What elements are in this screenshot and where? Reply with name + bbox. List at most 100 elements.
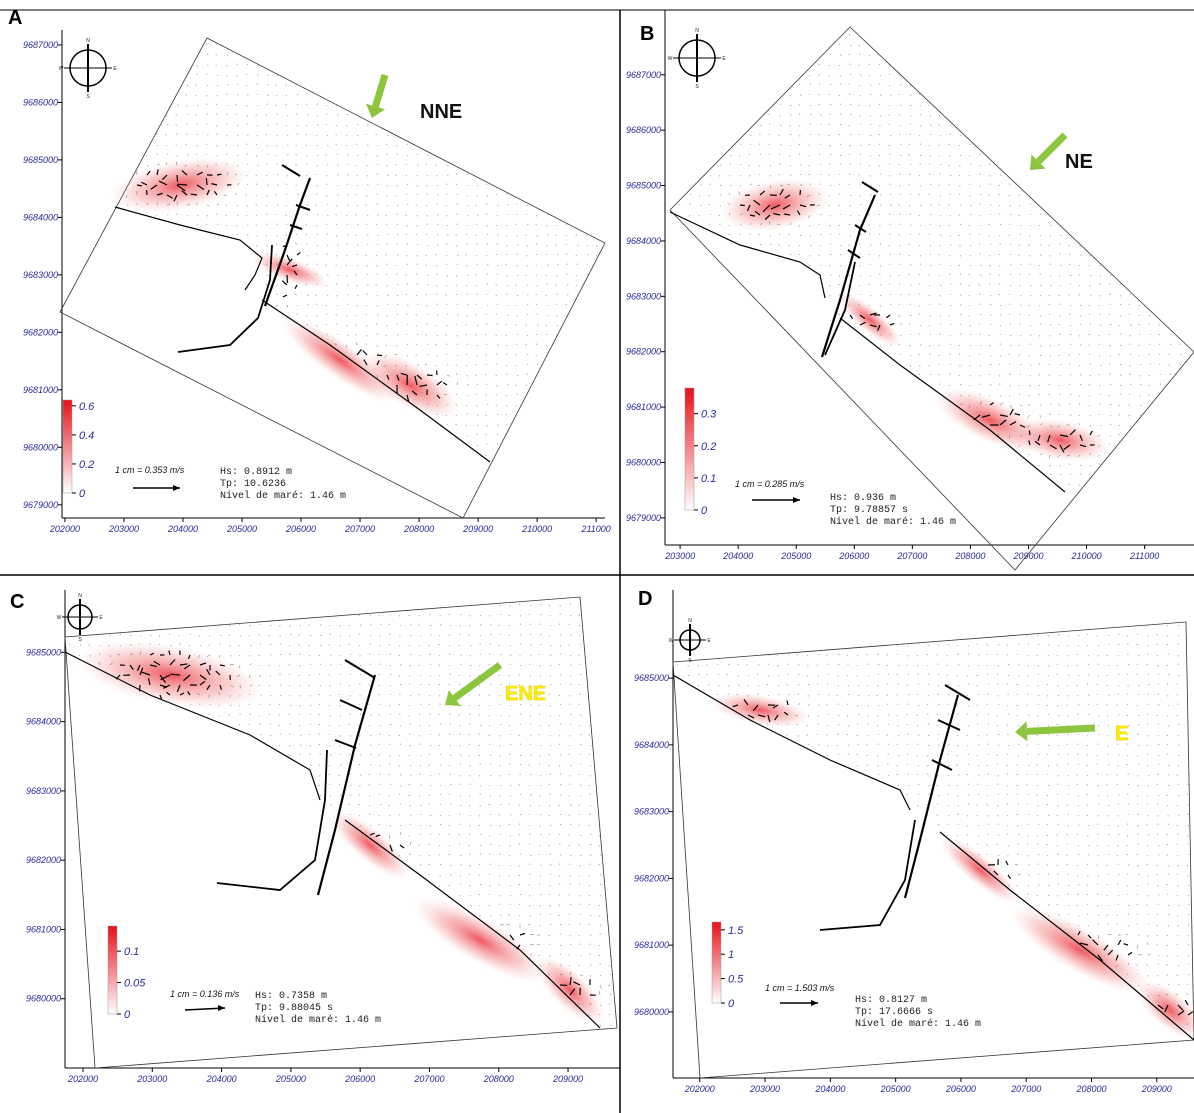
y-tick-label: 9684000 (26, 717, 61, 727)
y-tick-label: 9680000 (626, 457, 661, 467)
x-tick-label: 204000 (722, 551, 753, 561)
wind-label: ENE (505, 683, 546, 705)
panel-label: B (640, 23, 654, 45)
x-tick-label: 206000 (838, 551, 869, 561)
x-tick-label: 205000 (275, 1074, 306, 1084)
y-tick-label: 9679000 (626, 513, 661, 523)
velocity-vector (377, 355, 382, 356)
y-tick-label: 9687000 (626, 70, 661, 80)
x-tick-label: 206000 (945, 1084, 976, 1094)
wave-info: Tp: 10.6236 (220, 479, 286, 490)
wind-label: NNE (420, 101, 462, 123)
colorbar (108, 926, 117, 1014)
x-tick-label: 209000 (552, 1074, 583, 1084)
x-tick-label: 202000 (49, 524, 80, 534)
wave-info: Hs: 0.8127 m (855, 995, 927, 1006)
x-tick-label: 203000 (749, 1084, 780, 1094)
y-tick-label: 9685000 (23, 155, 58, 165)
x-tick-label: 206000 (344, 1074, 375, 1084)
colorbar-label: 0 (79, 488, 86, 500)
velocity-vector (177, 184, 187, 185)
y-tick-label: 9681000 (634, 940, 669, 950)
x-tick-label: 208000 (403, 524, 434, 534)
y-tick-label: 9685000 (626, 181, 661, 191)
x-tick-label: 205000 (226, 524, 257, 534)
x-tick-label: 204000 (167, 524, 198, 534)
velocity-vector (170, 674, 180, 675)
x-tick-label: 207000 (344, 524, 375, 534)
y-tick-label: 9679000 (23, 500, 58, 510)
colorbar (685, 388, 694, 510)
x-tick-label: 205000 (780, 551, 811, 561)
wind-arrow (1027, 728, 1095, 731)
y-tick-label: 9682000 (626, 347, 661, 357)
x-tick-label: 209000 (1012, 551, 1043, 561)
colorbar-label: 0 (701, 505, 708, 517)
scale-label: 1 cm = 0.353 m/s (115, 465, 185, 475)
wave-info: Hs: 0.936 m (830, 493, 896, 504)
colorbar-label: 0.2 (79, 459, 94, 471)
y-tick-label: 9684000 (23, 212, 58, 222)
compass-letter: N (78, 593, 82, 599)
x-tick-label: 208000 (1075, 1084, 1106, 1094)
compass-letter: N (688, 618, 692, 624)
x-tick-label: 207000 (1010, 1084, 1041, 1094)
wave-info: Nível de maré: 1.46 m (220, 490, 346, 502)
wave-info: Tp: 9.88045 s (255, 1003, 333, 1014)
x-tick-label: 205000 (880, 1084, 911, 1094)
x-tick-label: 211000 (580, 524, 610, 534)
y-tick-label: 9686000 (626, 125, 661, 135)
panel-label: A (8, 7, 22, 29)
colorbar-label: 0.2 (701, 441, 716, 453)
x-tick-label: 204000 (206, 1074, 237, 1084)
compass-letter: W (669, 638, 674, 644)
x-tick-label: 204000 (814, 1084, 845, 1094)
y-tick-label: 9681000 (26, 924, 61, 934)
y-tick-label: 9687000 (23, 40, 58, 50)
y-tick-label: 9683000 (23, 270, 58, 280)
x-tick-label: 210000 (521, 524, 552, 534)
scale-label: 1 cm = 1.503 m/s (765, 983, 835, 993)
y-tick-label: 9683000 (634, 807, 669, 817)
x-tick-label: 207000 (896, 551, 927, 561)
wave-info: Hs: 0.8912 m (220, 467, 292, 478)
compass-letter: N (695, 28, 699, 34)
wave-info: Nível de maré: 1.46 m (855, 1018, 981, 1030)
y-tick-label: 9682000 (634, 873, 669, 883)
wave-info: Tp: 17.6666 s (855, 1007, 933, 1018)
panel-label: C (10, 591, 24, 613)
x-tick-label: 202000 (67, 1074, 98, 1084)
colorbar (712, 922, 721, 1003)
x-tick-label: 209000 (462, 524, 493, 534)
y-tick-label: 9683000 (626, 291, 661, 301)
colorbar-label: 1 (728, 949, 734, 961)
y-tick-label: 9680000 (634, 1007, 669, 1017)
scale-label: 1 cm = 0.136 m/s (170, 989, 240, 999)
x-tick-label: 210000 (1071, 551, 1102, 561)
compass-letter: W (59, 66, 64, 72)
colorbar-label: 0.5 (728, 974, 744, 986)
colorbar-label: 1.5 (728, 925, 744, 937)
velocity-vector (177, 175, 178, 182)
compass-letter: N (86, 38, 90, 44)
colorbar-label: 0.1 (124, 946, 139, 958)
colorbar-label: 0 (728, 998, 735, 1010)
velocity-vector (217, 174, 221, 175)
x-tick-label: 208000 (954, 551, 985, 561)
velocity-vector (206, 178, 207, 185)
velocity-vector (137, 185, 142, 186)
compass-letter: W (668, 56, 673, 62)
colorbar-label: 0 (124, 1009, 131, 1021)
wind-label: NE (1065, 151, 1093, 173)
wave-info: Nível de maré: 1.46 m (255, 1014, 381, 1026)
x-tick-label: 203000 (664, 551, 695, 561)
x-tick-label: 209000 (1141, 1084, 1172, 1094)
wave-info: Tp: 9.78857 s (830, 505, 908, 516)
x-tick-label: 211000 (1129, 551, 1159, 561)
x-tick-label: 202000 (684, 1084, 715, 1094)
y-tick-label: 9680000 (26, 994, 61, 1004)
colorbar (63, 400, 72, 493)
x-tick-label: 203000 (108, 524, 139, 534)
y-tick-label: 9684000 (626, 236, 661, 246)
x-tick-label: 208000 (483, 1074, 514, 1084)
